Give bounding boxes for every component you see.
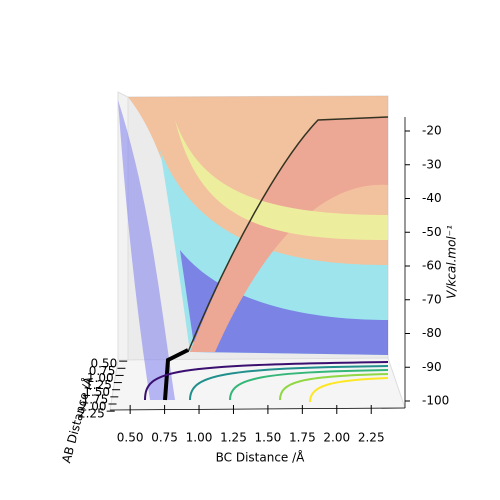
x-tick-label: 1.75 — [289, 431, 316, 445]
contour — [144, 361, 389, 401]
contour — [309, 377, 389, 403]
x-tick-label: 0.75 — [151, 431, 178, 445]
contours — [144, 361, 389, 403]
contour — [189, 365, 389, 401]
y-tick-label: 2.00 — [80, 400, 107, 414]
y-tick-label: 1.50 — [83, 385, 110, 399]
z-tick-label: -90 — [422, 360, 442, 374]
contour — [279, 373, 389, 401]
x-tick-label: 1.00 — [186, 431, 213, 445]
z-tick-label: -70 — [422, 292, 442, 306]
x-axis-label: BC Distance /Å — [216, 450, 306, 465]
x-tick-label: 2.25 — [358, 431, 385, 445]
surface-band — [180, 250, 388, 355]
z-tick-label: -20 — [422, 124, 442, 138]
surface — [118, 96, 388, 400]
z-tick-label: -80 — [422, 326, 442, 340]
trajectory — [163, 348, 189, 401]
surface-band — [190, 117, 388, 352]
x-tick-label: 1.50 — [255, 431, 282, 445]
x-tick-label: 1.25 — [220, 431, 247, 445]
surface-band — [118, 100, 175, 400]
z-tick-label: -30 — [422, 157, 442, 171]
y-tick-label: 1.00 — [87, 371, 114, 385]
z-tick-label: -50 — [422, 225, 442, 239]
x-axis-line — [109, 407, 406, 411]
y-tick-label: 0.50 — [90, 357, 117, 371]
z-tick-label: -60 — [422, 259, 442, 273]
contour — [229, 369, 389, 401]
y-tick-label: 1.75 — [82, 392, 109, 406]
surface-band — [175, 120, 388, 240]
ridge-line — [187, 116, 389, 353]
z-tick-label: -40 — [422, 191, 442, 205]
y-tick-label: 2.25 — [78, 407, 105, 421]
x-tick-label: 0.50 — [117, 431, 144, 445]
z-axis-label: V/kcal.mol⁻¹ — [445, 225, 459, 299]
x-tick-label: 2.00 — [323, 431, 350, 445]
y-tick-label: 0.75 — [89, 364, 116, 378]
y-tick-label: 1.25 — [85, 378, 112, 392]
z-tick-label: -100 — [422, 394, 449, 408]
